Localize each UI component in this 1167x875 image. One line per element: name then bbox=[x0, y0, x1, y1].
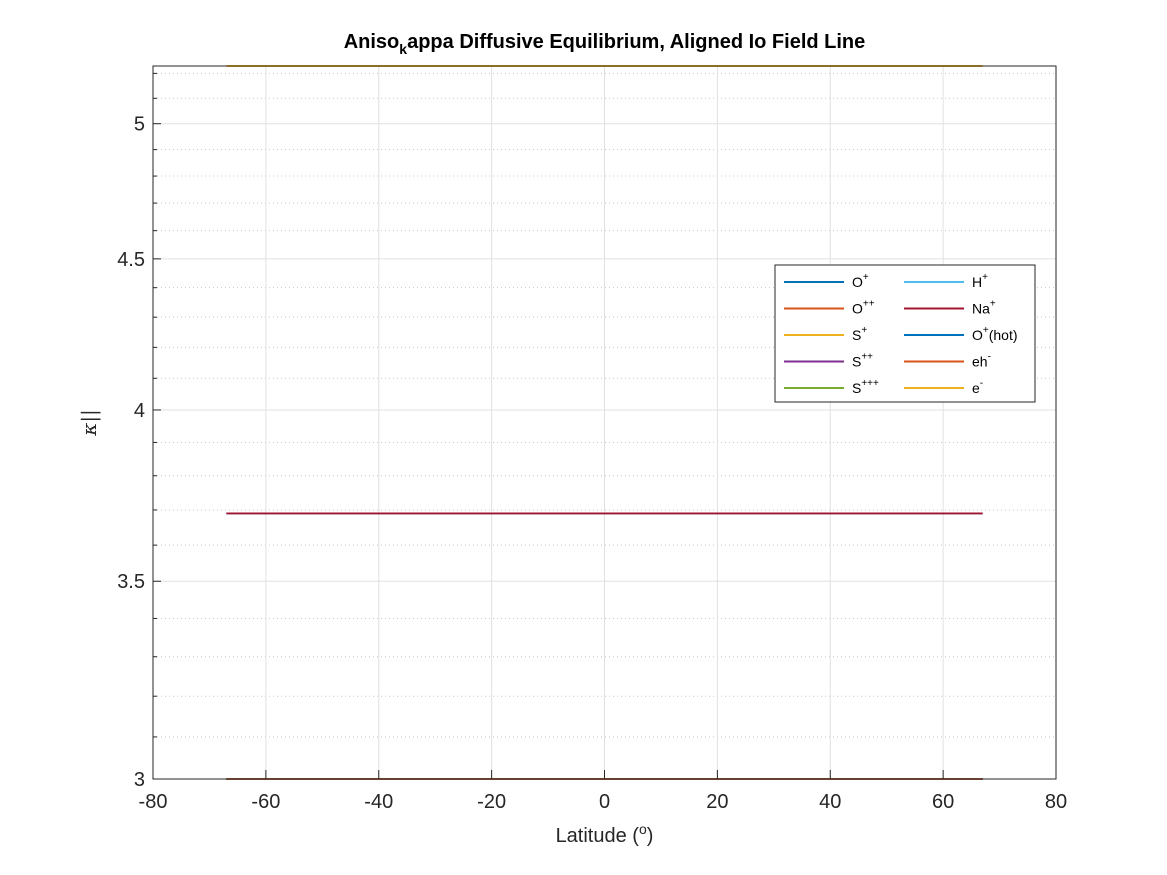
legend-entry-2: S+ bbox=[852, 325, 867, 343]
grid bbox=[152, 66, 1057, 780]
legend-entry-5: H+ bbox=[972, 272, 988, 290]
y-tick-label: 4.5 bbox=[117, 249, 145, 271]
x-tick-label: 40 bbox=[819, 791, 841, 813]
y-tick-label: 4 bbox=[134, 400, 145, 422]
legend-box bbox=[774, 264, 1036, 403]
legend-entry-0: O+ bbox=[852, 272, 869, 290]
x-axis-label: Latitude (o) bbox=[556, 821, 654, 847]
x-tick-label: 0 bbox=[599, 791, 610, 813]
legend-entry-3: S++ bbox=[852, 352, 873, 370]
xlabel-tail: ) bbox=[647, 825, 654, 847]
x-tick-label: 60 bbox=[932, 791, 954, 813]
legend: O+ O++ S+ S++ S+++ H+ Na+ O+(hot) eh-e- bbox=[774, 264, 1036, 403]
x-tick-label: -80 bbox=[139, 791, 168, 813]
y-axis-label: κ|| bbox=[77, 409, 102, 437]
legend-entry-4: S+++ bbox=[852, 378, 879, 396]
y-tick-label: 3 bbox=[134, 769, 145, 791]
legend-entry-7: O+(hot) bbox=[972, 325, 1018, 343]
x-tick-label: 80 bbox=[1045, 791, 1067, 813]
title-rest: appa Diffusive Equilibrium, Aligned Io F… bbox=[407, 31, 865, 53]
y-tick-label: 3.5 bbox=[117, 571, 145, 593]
legend-entry-1: O++ bbox=[852, 299, 875, 317]
legend-entry-8: eh- bbox=[972, 352, 991, 370]
chart-title: Anisokappa Diffusive Equilibrium, Aligne… bbox=[344, 31, 866, 57]
x-tick-label: -20 bbox=[477, 791, 506, 813]
y-tick-label: 5 bbox=[134, 114, 145, 136]
title-base: Aniso bbox=[344, 31, 400, 53]
legend-entry-6: Na+ bbox=[972, 299, 996, 317]
x-tick-label: -60 bbox=[251, 791, 280, 813]
xlabel-superscript: o bbox=[639, 821, 647, 837]
x-tick-label: 20 bbox=[706, 791, 728, 813]
title-subscript: k bbox=[399, 41, 407, 57]
legend-entry-9: e- bbox=[972, 378, 983, 396]
ticks: 3 3.5 4 4.5 5 -80 -60 -40 -20 0 20 40 60 80 bbox=[117, 72, 1067, 813]
xlabel-base: Latitude ( bbox=[556, 825, 640, 847]
x-tick-label: -40 bbox=[364, 791, 393, 813]
